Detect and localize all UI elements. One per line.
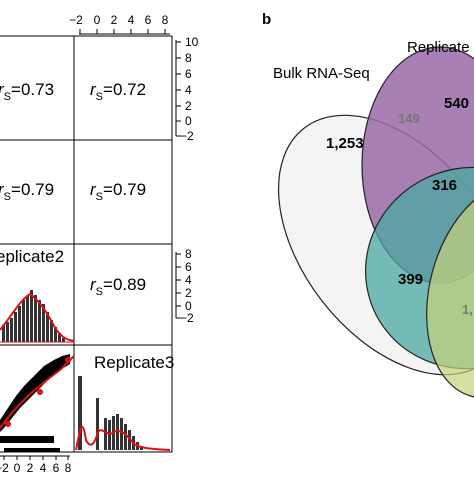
histogram-replicate3	[75, 376, 171, 451]
venn-count-lower-right: 1,	[462, 302, 473, 317]
bottom-tick-label: 0	[14, 461, 21, 474]
right-tick-label: 0	[185, 114, 192, 128]
right-tick-label: 2	[185, 99, 192, 113]
venn-label-replicate: Replicate	[407, 39, 470, 56]
bottom-tick-label: 2	[27, 461, 34, 474]
diag-label-replicate2: eplicate2	[0, 247, 64, 266]
correlation-text: rS=0.89	[90, 275, 146, 298]
panel-a: −2 0 2 4 6 8 10 8 6 4 2 0 −2	[0, 13, 199, 475]
correlation-text: rS=0.73	[0, 80, 54, 103]
right-tick-label: 8	[185, 51, 192, 65]
venn-label-bulk: Bulk RNA-Seq	[273, 65, 370, 82]
right-tick-label: 4	[185, 83, 192, 97]
bottom-tick-label: 8	[65, 461, 72, 474]
venn-count-lower-left: 399	[398, 271, 423, 288]
correlation-text: rS=0.79	[0, 180, 54, 203]
top-tick-label: 0	[94, 13, 101, 27]
bottom-tick-label: 4	[40, 461, 47, 474]
venn-count-bulk-only: 1,253	[326, 135, 364, 152]
venn-count-bulk-replicate: 149	[398, 111, 420, 126]
top-axis: −2 0 2 4 6 8	[69, 13, 170, 35]
venn-count-center: 316	[432, 177, 457, 194]
panel-b: b Bulk RNA-Seq Replicate 1,253 540 149 3…	[262, 11, 474, 399]
scatter-replicate3-vs-2	[0, 354, 75, 452]
right-tick-label: 10	[185, 35, 199, 49]
right-axis-mid: 8 6 4 2 0 −2	[175, 247, 194, 325]
bottom-tick-label: 6	[53, 461, 60, 474]
right-tick-label: −2	[180, 129, 194, 143]
top-tick-label: 8	[162, 13, 169, 27]
histogram-replicate2	[0, 290, 75, 343]
correlation-text: rS=0.79	[90, 180, 146, 203]
right-axis-top: 10 8 6 4 2 0 −2	[175, 35, 199, 143]
top-tick-label: 4	[128, 13, 135, 27]
right-tick-label: 2	[185, 286, 192, 300]
right-tick-label: −2	[180, 311, 194, 325]
right-tick-label: 0	[185, 299, 192, 313]
diag-label-replicate3: Replicate3	[94, 353, 174, 372]
top-tick-label: 6	[145, 13, 152, 27]
right-tick-label: 6	[185, 260, 192, 274]
bottom-tick-label: −2	[0, 461, 9, 474]
correlation-text: rS=0.72	[90, 80, 146, 103]
right-tick-label: 4	[185, 273, 192, 287]
top-tick-label: −2	[69, 13, 83, 27]
venn-count-replicate-only: 540	[444, 95, 469, 112]
top-tick-label: 2	[111, 13, 118, 27]
venn-set-yellow	[426, 181, 474, 399]
right-tick-label: 6	[185, 67, 192, 81]
panel-b-label: b	[262, 11, 271, 28]
bottom-axis: −2 0 2 4 6 8	[0, 455, 72, 475]
right-tick-label: 8	[185, 247, 192, 261]
